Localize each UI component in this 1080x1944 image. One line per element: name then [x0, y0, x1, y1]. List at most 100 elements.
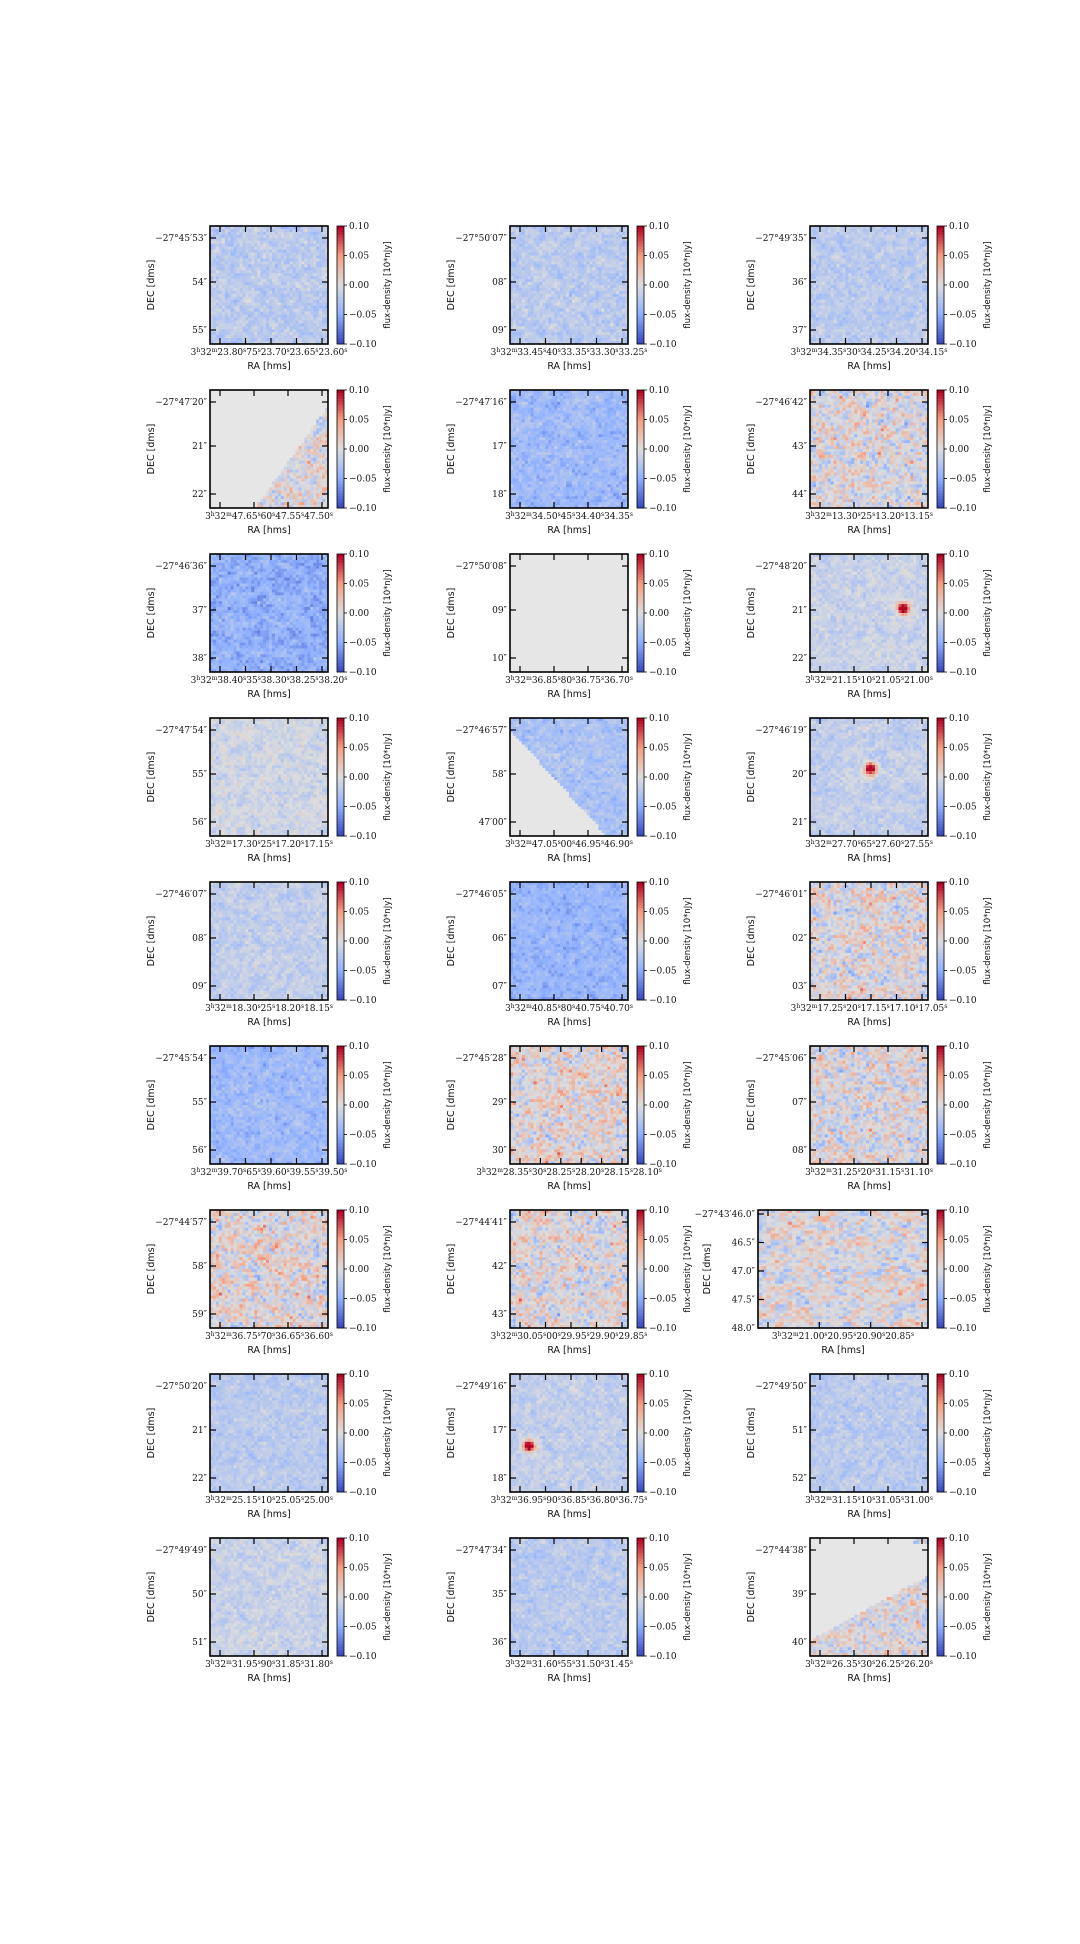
y-tick-label: −27°50′20″ [155, 1382, 207, 1392]
y-tick-label: 21″ [192, 442, 207, 452]
x-axis-label: RA [hms] [847, 1509, 890, 1520]
x-axis-label: RA [hms] [247, 525, 290, 536]
x-tick-labels: 3h32m34.35s30s34.25s34.20s34.15s [791, 347, 948, 359]
x-axis-label: RA [hms] [247, 361, 290, 372]
colorbar-tick-label: 0.05 [949, 252, 969, 262]
colorbar-tick-label: −0.10 [649, 340, 677, 350]
panel-svg: −27°50′08″ 09″ 10″ 3h32m36.85s80s36.75s36.7… [446, 550, 693, 700]
x-axis-label: RA [hms] [547, 853, 590, 864]
y-tick-label: 22″ [192, 1474, 207, 1484]
colorbar: 0.10 0.05 0.00 −0.05 −0.10 flux-density [10*n… [636, 714, 693, 842]
colorbar-tick-label: −0.10 [349, 1160, 377, 1170]
colorbar-tick-label: 0.10 [949, 550, 969, 560]
colorbar-tick-label: 0.10 [649, 714, 669, 724]
heatmap [510, 1046, 629, 1165]
colorbar: 0.10 0.05 0.00 −0.05 −0.10 flux-density [10*n… [936, 1370, 993, 1498]
x-tick-labels: 3h32m27.70s65s27.60s27.55s [805, 839, 933, 851]
colorbar: 0.10 0.05 0.00 −0.05 −0.10 flux-density [10*n… [636, 1206, 693, 1334]
colorbar-tick-label: −0.10 [649, 504, 677, 514]
colorbar-tick-label: −0.10 [349, 1652, 377, 1662]
axes-frame [809, 1373, 929, 1493]
y-tick-label: 17″ [492, 1426, 507, 1436]
x-tick-labels: 3h32m21.00s20.95s20.90s20.85s [772, 1331, 914, 1343]
colorbar-tick-label: 0.00 [949, 1101, 969, 1111]
axes-frame [509, 553, 629, 673]
x-tick-labels: 3h32m25.15s10s25.05s25.00s [205, 1495, 333, 1507]
colorbar-tick-label: 0.05 [349, 1236, 369, 1246]
y-tick-label: 40″ [792, 1638, 807, 1648]
colorbar-tick-label: −0.10 [349, 1324, 377, 1334]
heatmap [758, 1210, 929, 1329]
colorbar-tick-label: 0.10 [349, 1042, 369, 1052]
colorbar-tick-label: 0.00 [949, 773, 969, 783]
axes-frame [809, 717, 929, 837]
x-tick-labels: 3h32m31.95s90s31.85s31.80s [205, 1659, 333, 1671]
colorbar-tick-label: 0.10 [649, 222, 669, 232]
y-axis-label: DEC [dms] [146, 424, 157, 475]
panel-svg: −27°46′42″ 43″ 44″ 3h32m13.30s25s13.20s13.1… [746, 386, 993, 536]
colorbar-tick-label: −0.10 [649, 1652, 677, 1662]
x-tick-labels: 3h32m17.30s25s17.20s17.15s [205, 839, 333, 851]
panel-svg: −27°44′57″ 58″ 59″ 3h32m36.75s70s36.65s36.6… [146, 1206, 393, 1356]
y-tick-label: 22″ [192, 490, 207, 500]
y-tick-label: 21″ [792, 818, 807, 828]
heatmap [210, 1046, 329, 1165]
colorbar-tick-label: 0.05 [349, 1072, 369, 1082]
x-axis-label: RA [hms] [547, 1017, 590, 1028]
panel-svg: −27°47′54″ 55″ 56″ 3h32m17.30s25s17.20s17.1… [146, 714, 393, 864]
axes-frame [209, 389, 329, 509]
axes-frame [209, 1537, 329, 1657]
x-axis-label: RA [hms] [847, 1017, 890, 1028]
x-axis-label: RA [hms] [847, 361, 890, 372]
colorbar: 0.10 0.05 0.00 −0.05 −0.10 flux-density [10*n… [936, 1042, 993, 1170]
colorbar-tick-label: 0.05 [349, 744, 369, 754]
colorbar-tick-label: −0.10 [949, 1324, 977, 1334]
heatmap [510, 882, 629, 1001]
y-tick-label: 35″ [492, 1590, 507, 1600]
x-tick-labels: 3h32m30.05s00s29.95s29.90s29.85s [491, 1331, 648, 1343]
panel-svg: −27°46′36″ 37″ 38″ 3h32m38.40s35s38.30s38.2… [146, 550, 393, 700]
y-tick-label: −27°48′20″ [755, 562, 807, 572]
x-tick-labels: 3h32m39.70s65s39.60s39.55s39.50s [191, 1167, 348, 1179]
x-axis-label: RA [hms] [247, 689, 290, 700]
x-axis-label: RA [hms] [547, 1345, 590, 1356]
axes-frame [209, 553, 329, 673]
colorbar-tick-label: 0.10 [649, 1370, 669, 1380]
x-tick-labels: 3h32m23.80s75s23.70s23.65s23.60s [191, 347, 348, 359]
heatmap [510, 1374, 629, 1493]
cutout-panel: −27°44′38″ 39″ 40″ 3h32m26.35s30s26.25s26.2… [720, 1528, 1038, 1693]
colorbar-tick-label: −0.10 [649, 1488, 677, 1498]
colorbar: 0.10 0.05 0.00 −0.05 −0.10 flux-density [10*n… [336, 1534, 393, 1662]
colorbar-tick-label: 0.05 [349, 1400, 369, 1410]
heatmap [210, 718, 329, 837]
x-axis-label: RA [hms] [847, 1673, 890, 1684]
cutout-panel: −27°44′57″ 58″ 59″ 3h32m36.75s70s36.65s36.6… [120, 1200, 438, 1365]
colorbar-tick-label: −0.05 [349, 803, 377, 813]
y-axis-label: DEC [dms] [146, 1408, 157, 1459]
colorbar-tick-label: 0.05 [649, 416, 669, 426]
panel-svg: −27°46′07″ 08″ 09″ 3h32m18.30s25s18.20s18.1… [146, 878, 393, 1028]
y-axis-label: DEC [dms] [446, 260, 457, 311]
colorbar-tick-label: 0.05 [649, 1236, 669, 1246]
colorbar: 0.10 0.05 0.00 −0.05 −0.10 flux-density [10*n… [936, 550, 993, 678]
colorbar-tick-label: 0.10 [349, 222, 369, 232]
colorbar-tick-label: 0.00 [349, 1593, 369, 1603]
x-axis-label: RA [hms] [247, 1345, 290, 1356]
colorbar-tick-label: −0.10 [349, 668, 377, 678]
axes-frame [809, 881, 929, 1001]
y-tick-label: 08″ [792, 1146, 807, 1156]
axes-frame [209, 1045, 329, 1165]
y-axis-label: DEC [dms] [146, 1572, 157, 1623]
colorbar-label: flux-density [10*nJy] [683, 733, 693, 820]
heatmap [510, 1210, 629, 1329]
x-tick-labels: 3h32m18.30s25s18.20s18.15s [205, 1003, 333, 1015]
colorbar-tick-label: 0.00 [649, 1265, 669, 1275]
colorbar-tick-label: −0.05 [949, 475, 977, 485]
cutout-panel: −27°44′41″ 42″ 43″ 3h32m30.05s00s29.95s29.9… [420, 1200, 738, 1365]
y-tick-label: −27°46′36″ [155, 562, 207, 572]
y-tick-label: −27°44′38″ [755, 1546, 807, 1556]
colorbar-tick-label: −0.05 [349, 1459, 377, 1469]
colorbar-tick-label: 0.05 [649, 1400, 669, 1410]
colorbar-tick-label: 0.05 [349, 1564, 369, 1574]
colorbar-tick-label: −0.05 [649, 639, 677, 649]
